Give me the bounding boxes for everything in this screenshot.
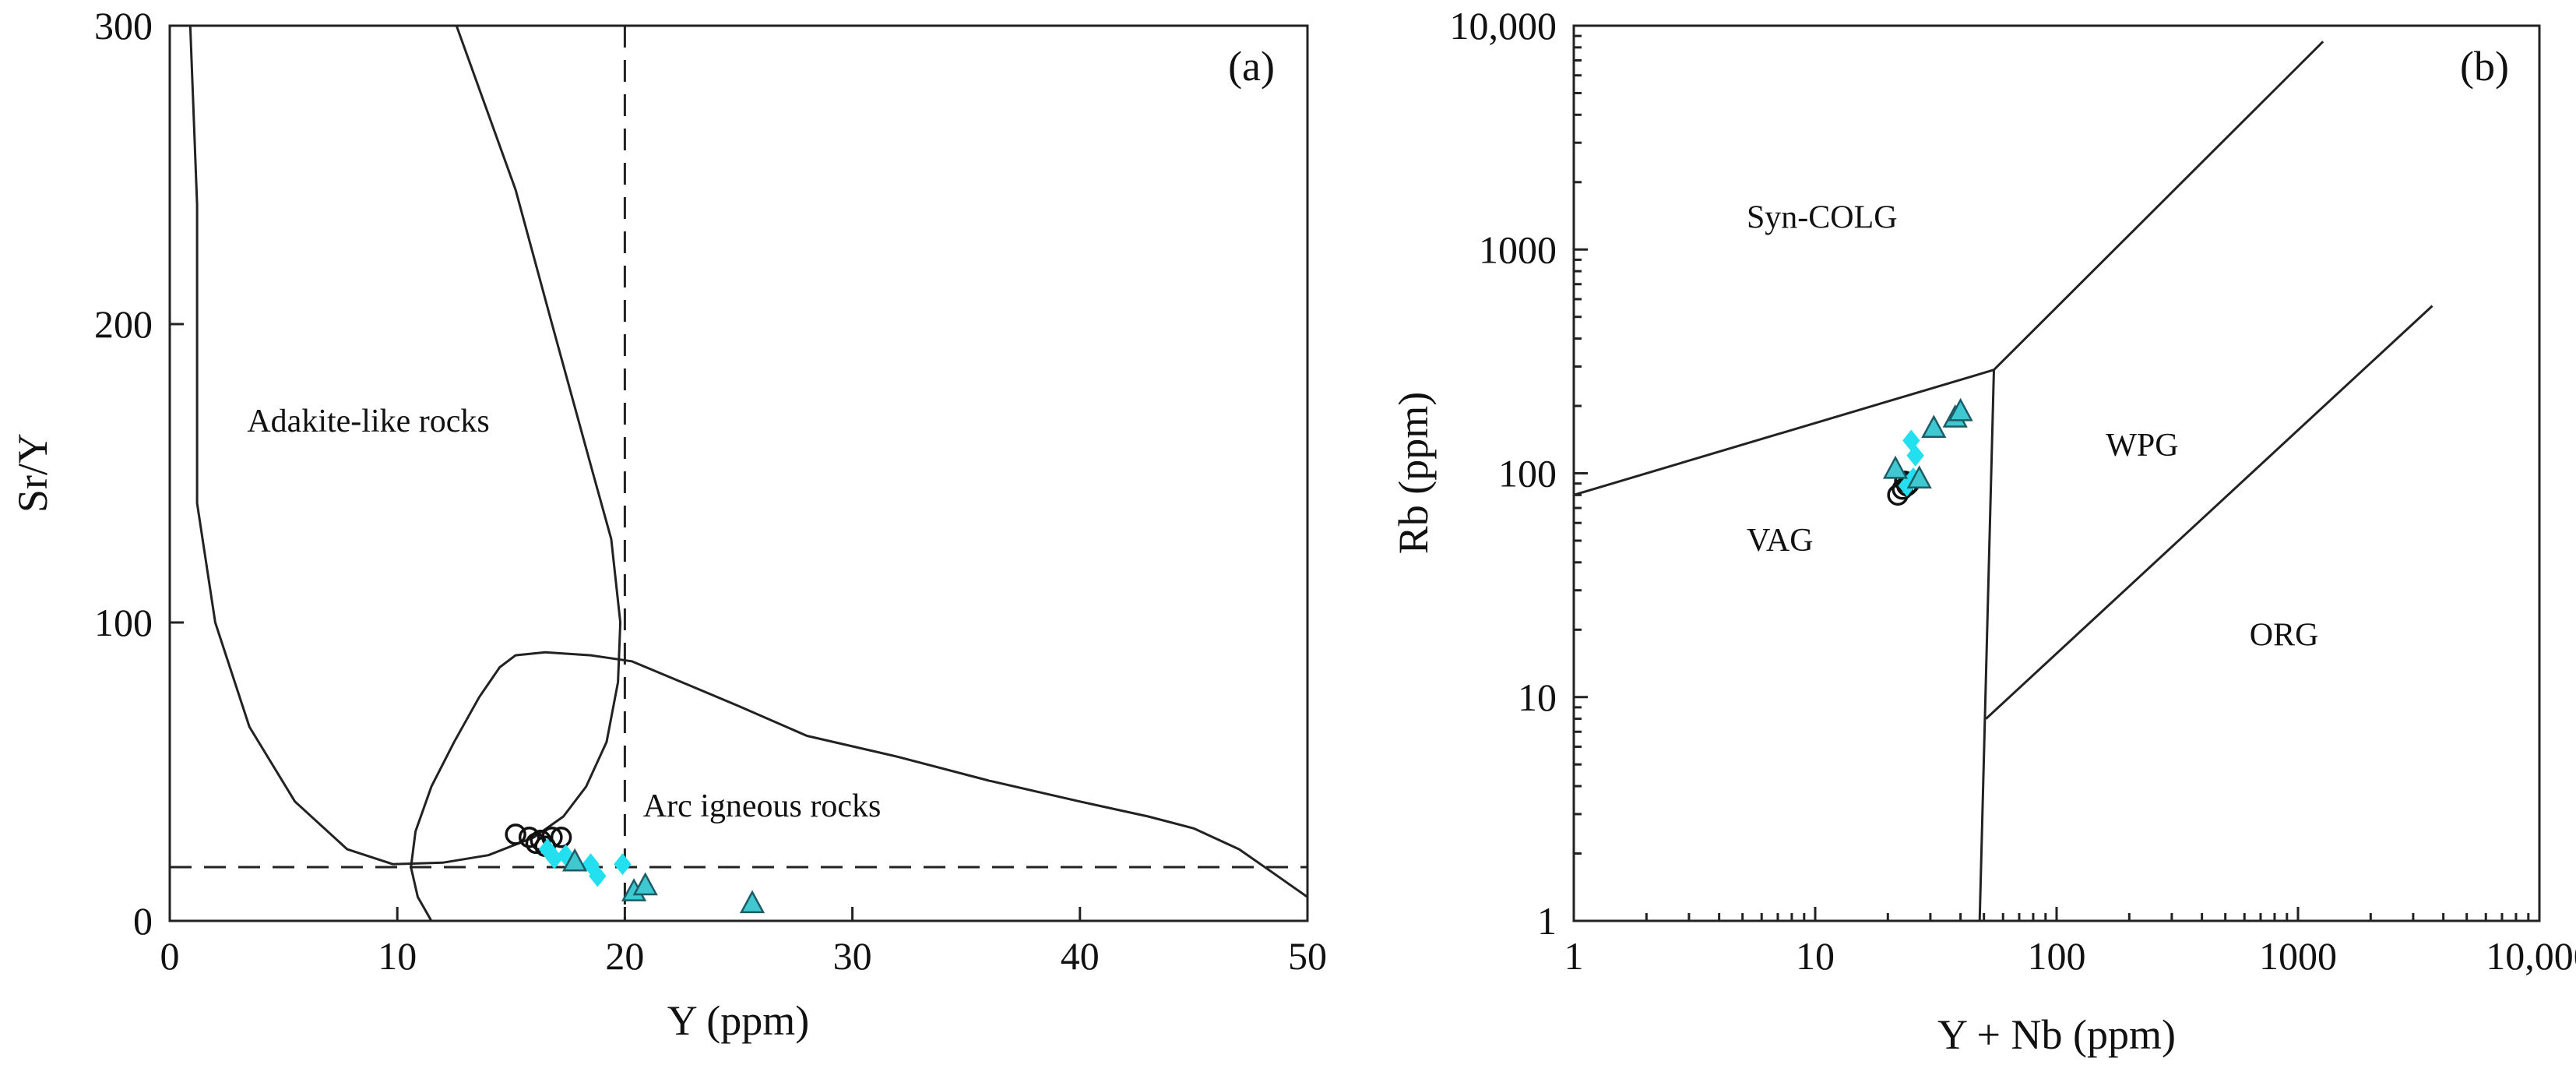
panel-a-boundaries xyxy=(170,26,1307,921)
panel-a-ticks: 0 10 20 30 40 50 0 100 200 300 xyxy=(94,4,1327,978)
region-label: WPG xyxy=(2106,428,2178,464)
data-point-diamond xyxy=(557,844,575,866)
panel-b-y-axis-title: Rb (ppm) xyxy=(1390,392,1437,555)
y-tick-label: 200 xyxy=(94,302,153,346)
boundary-syncolg-wpg xyxy=(1993,41,2324,371)
panel-b-frame xyxy=(1572,24,2541,922)
x-tick-label: 50 xyxy=(1288,934,1327,978)
x-tick-label: 10,000 xyxy=(2486,934,2576,978)
data-point-triangle xyxy=(632,872,658,896)
region-label: VAG xyxy=(1747,523,1814,559)
panel-b-x-axis-title: Y + Nb (ppm) xyxy=(1937,1011,2176,1058)
y-tick-label: 1000 xyxy=(1479,227,1557,271)
panel-b-boundaries xyxy=(1574,41,2433,921)
y-tick-label: 10,000 xyxy=(1450,4,1557,48)
y-tick-label: 100 xyxy=(1498,452,1557,495)
y-tick-label: 300 xyxy=(94,4,153,48)
x-tick-label: 1 xyxy=(1564,934,1584,978)
y-tick-label: 0 xyxy=(133,899,153,943)
data-point-triangle xyxy=(1921,414,1947,439)
data-point-triangle xyxy=(1882,455,1909,479)
data-point-triangle xyxy=(1906,465,1932,489)
x-tick-label: 20 xyxy=(605,934,644,978)
region-label: ORG xyxy=(2250,618,2319,654)
data-point-triangle xyxy=(1948,397,1973,421)
boundary-vag-syncolg xyxy=(1574,369,1994,496)
panel-b-label: (b) xyxy=(2460,43,2509,90)
data-point-diamond xyxy=(1906,444,1924,467)
data-point-triangle xyxy=(562,848,588,872)
data-point-circle xyxy=(518,827,540,848)
data-point-circle xyxy=(505,823,526,845)
x-tick-label: 10 xyxy=(378,934,417,978)
boundary-arc-field xyxy=(410,651,1307,921)
y-tick-label: 100 xyxy=(94,601,153,644)
boundary-adakite-field xyxy=(188,26,622,866)
panel-b: (b) Y + Nb (ppm) Rb (ppm) 1 10 100 1000 10,0… xyxy=(1390,4,2576,1058)
x-tick-label: 30 xyxy=(833,934,872,978)
y-tick-label: 1 xyxy=(1537,899,1557,943)
data-point-diamond xyxy=(582,853,600,876)
panel-b-ticks: 1 10 100 1000 10,000 1 10 100 1000 10,000 xyxy=(1450,4,2576,978)
panel-a-frame xyxy=(168,24,1309,922)
x-tick-label: 100 xyxy=(2028,934,2086,978)
panel-b-region-labels: Syn-COLG WPG VAG ORG xyxy=(1747,199,2319,653)
panel-a-region-labels: Adakite-like rocks Arc igneous rocks xyxy=(247,404,881,824)
y-tick-label: 10 xyxy=(1518,675,1557,719)
boundary-vag-wpg-org xyxy=(1978,369,1995,921)
x-tick-label: 0 xyxy=(160,934,180,978)
data-point-triangle xyxy=(739,890,765,914)
panel-a-label: (a) xyxy=(1228,43,1275,90)
data-point-diamond xyxy=(538,838,557,861)
x-tick-label: 1000 xyxy=(2259,934,2337,978)
data-point-diamond xyxy=(614,853,632,876)
panel-b-markers xyxy=(1882,397,1973,506)
panel-a-y-axis-title: Sr/Y xyxy=(9,433,56,513)
region-label: Arc igneous rocks xyxy=(643,788,882,824)
data-point-circle xyxy=(550,827,572,848)
panel-a-markers xyxy=(505,823,765,914)
x-tick-label: 10 xyxy=(1796,934,1835,978)
boundary-wpg-org xyxy=(1985,305,2433,720)
panel-a-x-axis-title: Y (ppm) xyxy=(667,997,809,1044)
x-tick-label: 40 xyxy=(1061,934,1100,978)
panel-a: (a) Y (ppm) Sr/Y 0 10 20 30 40 50 0 100 200 300 A… xyxy=(9,4,1327,1044)
region-label: Adakite-like rocks xyxy=(247,404,489,439)
region-label: Syn-COLG xyxy=(1747,199,1898,235)
data-point-diamond xyxy=(589,865,607,887)
